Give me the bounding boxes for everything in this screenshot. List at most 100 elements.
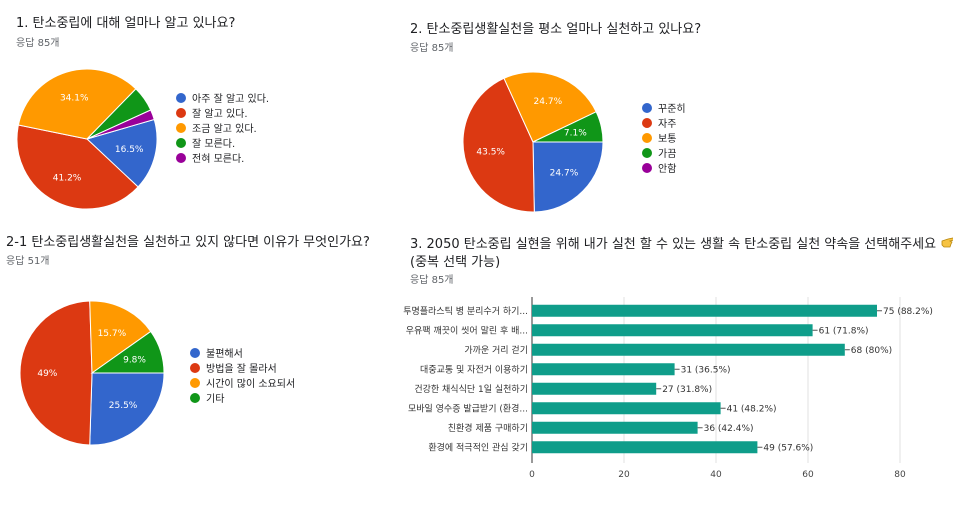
pie-chart-3: 25.5% 49% 15.7% 9.8% xyxy=(19,300,165,446)
pie1-legend-item-4: 안함 xyxy=(642,160,686,175)
pie2-slice-label-2: 15.7% xyxy=(98,329,127,339)
pie1-slice-label-1: 43.5% xyxy=(476,148,505,158)
pie1-slice-label-3: 7.1% xyxy=(564,128,587,138)
legend-swatch xyxy=(642,147,652,158)
pie1-slice-3 xyxy=(532,111,604,143)
bar-value-label-1: 61 (71.8%) xyxy=(819,326,869,336)
legend-label: 보통 xyxy=(658,134,677,145)
legend-label: 기타 xyxy=(206,394,225,405)
pie2-slice-3 xyxy=(90,330,165,374)
pie0-legend-item-3: 잘 모른다. xyxy=(176,135,269,150)
chart-4-response-count: 응답 85개 xyxy=(410,275,454,286)
bar-value-label-0: 75 (88.2%) xyxy=(883,307,933,317)
pie1-slice-0 xyxy=(532,141,604,213)
legend-label: 전혀 모른다. xyxy=(192,154,245,165)
pie0-slice-0 xyxy=(86,118,158,188)
pie2-slice-label-1: 49% xyxy=(37,369,57,379)
legend-swatch xyxy=(176,137,186,148)
bar-5 xyxy=(532,402,721,415)
chart-4-title: 3. 2050 탄소중립 실현을 위해 내가 실천 할 수 있는 생활 속 탄소… xyxy=(410,233,953,252)
chart-panel-1: 1. 탄소중립에 대해 얼마나 알고 있나요? 응답 85개 16.5% 41.2… xyxy=(0,0,470,220)
y-category-label: 건강한 채식식단 1일 실천하기 xyxy=(414,384,528,395)
pie2-slice-0 xyxy=(89,372,165,446)
y-category-label: 가까운 거리 걷기 xyxy=(464,344,528,356)
chart-4-title-line2: (중복 선택 가능) xyxy=(410,255,501,270)
pie0-slice-2 xyxy=(17,68,137,140)
legend-label: 잘 모른다. xyxy=(192,139,236,150)
pie1-slice-1 xyxy=(462,77,535,213)
chart-2-title: 2. 탄소중립생활실천을 평소 얼마나 실천하고 있나요? xyxy=(410,22,702,37)
bar-1 xyxy=(532,324,813,337)
legend-label: 잘 알고 있다. xyxy=(192,109,248,120)
legend-label: 안함 xyxy=(658,164,677,175)
pie2-legend-item-0: 불편해서 xyxy=(190,345,295,360)
y-category-label: 대중교통 및 자전거 이용하기 xyxy=(420,363,528,375)
x-tick-label: 40 xyxy=(710,470,722,480)
y-category-label: 환경에 적극적인 관심 갖기 xyxy=(428,441,528,453)
pie1-slice-label-0: 24.7% xyxy=(550,168,579,178)
pie2-legend-item-2: 시간이 많이 소요되서 xyxy=(190,375,295,390)
pie2-legend-item-3: 기타 xyxy=(190,390,295,405)
x-tick-label: 80 xyxy=(894,470,906,480)
pie0-legend-item-0: 아주 잘 알고 있다. xyxy=(176,90,269,105)
pie1-legend-item-1: 자주 xyxy=(642,115,686,130)
chart-panel-4: 3. 2050 탄소중립 실현을 위해 내가 실천 할 수 있는 생활 속 탄소… xyxy=(400,225,953,509)
y-category-label: 친환경 제품 구매하기 xyxy=(448,422,528,434)
pie-chart-2: 24.7% 43.5% 24.7% 7.1% xyxy=(462,71,604,213)
pie0-slice-label-1: 41.2% xyxy=(53,174,82,184)
legend-swatch xyxy=(176,152,186,163)
legend-label: 자주 xyxy=(658,119,677,130)
pie0-slice-label-2: 34.1% xyxy=(60,94,89,104)
pie1-slice-2 xyxy=(503,71,597,143)
bar-0 xyxy=(532,304,877,317)
legend-swatch xyxy=(176,122,186,133)
bar-value-label-5: 41 (48.2%) xyxy=(727,404,777,414)
pie0-slice-1 xyxy=(16,124,139,210)
legend-swatch xyxy=(642,132,652,143)
legend-swatch xyxy=(642,117,652,128)
pie0-legend-item-1: 잘 알고 있다. xyxy=(176,105,269,120)
pie1-slice-label-2: 24.7% xyxy=(534,97,563,107)
legend-swatch xyxy=(190,377,200,388)
x-tick-label: 0 xyxy=(529,470,535,480)
pie0-slice-4 xyxy=(86,109,155,140)
pie1-legend-item-0: 꾸준히 xyxy=(642,100,686,115)
bar-chart-4: 0 20 40 60 80 투명플라스틱 병 분리수거 하기... 75 (88.2%) 우유… xyxy=(403,297,933,480)
legend-swatch xyxy=(190,392,200,403)
pie0-legend-item-2: 조금 알고 있다. xyxy=(176,120,269,135)
pie2-slice-label-3: 9.8% xyxy=(123,355,146,365)
pointing-hand-icon xyxy=(941,237,953,248)
pie1-legend-item-3: 가끔 xyxy=(642,145,686,160)
pie2-slice-1 xyxy=(19,300,93,446)
bar-4 xyxy=(532,382,657,395)
legend-swatch xyxy=(642,102,652,113)
legend-swatch xyxy=(176,92,186,103)
legend-label: 가끔 xyxy=(658,149,677,160)
pie2-slice-label-0: 25.5% xyxy=(109,401,138,411)
legend-swatch xyxy=(642,162,652,173)
pie0-legend-item-4: 전혀 모른다. xyxy=(176,150,269,165)
chart-1-title: 1. 탄소중립에 대해 얼마나 알고 있나요? xyxy=(16,16,236,31)
bar-2 xyxy=(532,343,845,356)
chart-1-legend: 아주 잘 알고 있다. 잘 알고 있다. 조금 알고 있다. 잘 모른다. 전혀 모른다… xyxy=(176,90,269,165)
pie2-legend-item-1: 방법을 잘 몰라서 xyxy=(190,360,295,375)
x-tick-label: 60 xyxy=(802,470,814,480)
legend-label: 시간이 많이 소요되서 xyxy=(206,379,296,390)
bar-value-label-4: 27 (31.8%) xyxy=(662,385,712,395)
chart-4-title-text: 3. 2050 탄소중립 실현을 위해 내가 실천 할 수 있는 생활 속 탄소… xyxy=(410,237,937,252)
chart-2-response-count: 응답 85개 xyxy=(410,43,454,54)
bar-value-label-2: 68 (80%) xyxy=(851,346,892,356)
bar-value-label-7: 49 (57.6%) xyxy=(763,443,813,453)
bar-3 xyxy=(532,363,675,376)
pie2-slice-2 xyxy=(89,300,152,374)
bar-value-label-6: 36 (42.4%) xyxy=(704,424,754,434)
bar-6 xyxy=(532,421,698,434)
chart-1-response-count: 응답 85개 xyxy=(16,38,60,49)
chart-3-response-count: 응답 51개 xyxy=(6,256,50,267)
y-category-label: 투명플라스틱 병 분리수거 하기... xyxy=(403,305,528,317)
y-category-label: 모바일 영수증 발급받기 (환경... xyxy=(408,402,528,414)
x-tick-label: 20 xyxy=(618,470,630,480)
legend-label: 꾸준히 xyxy=(658,104,686,115)
